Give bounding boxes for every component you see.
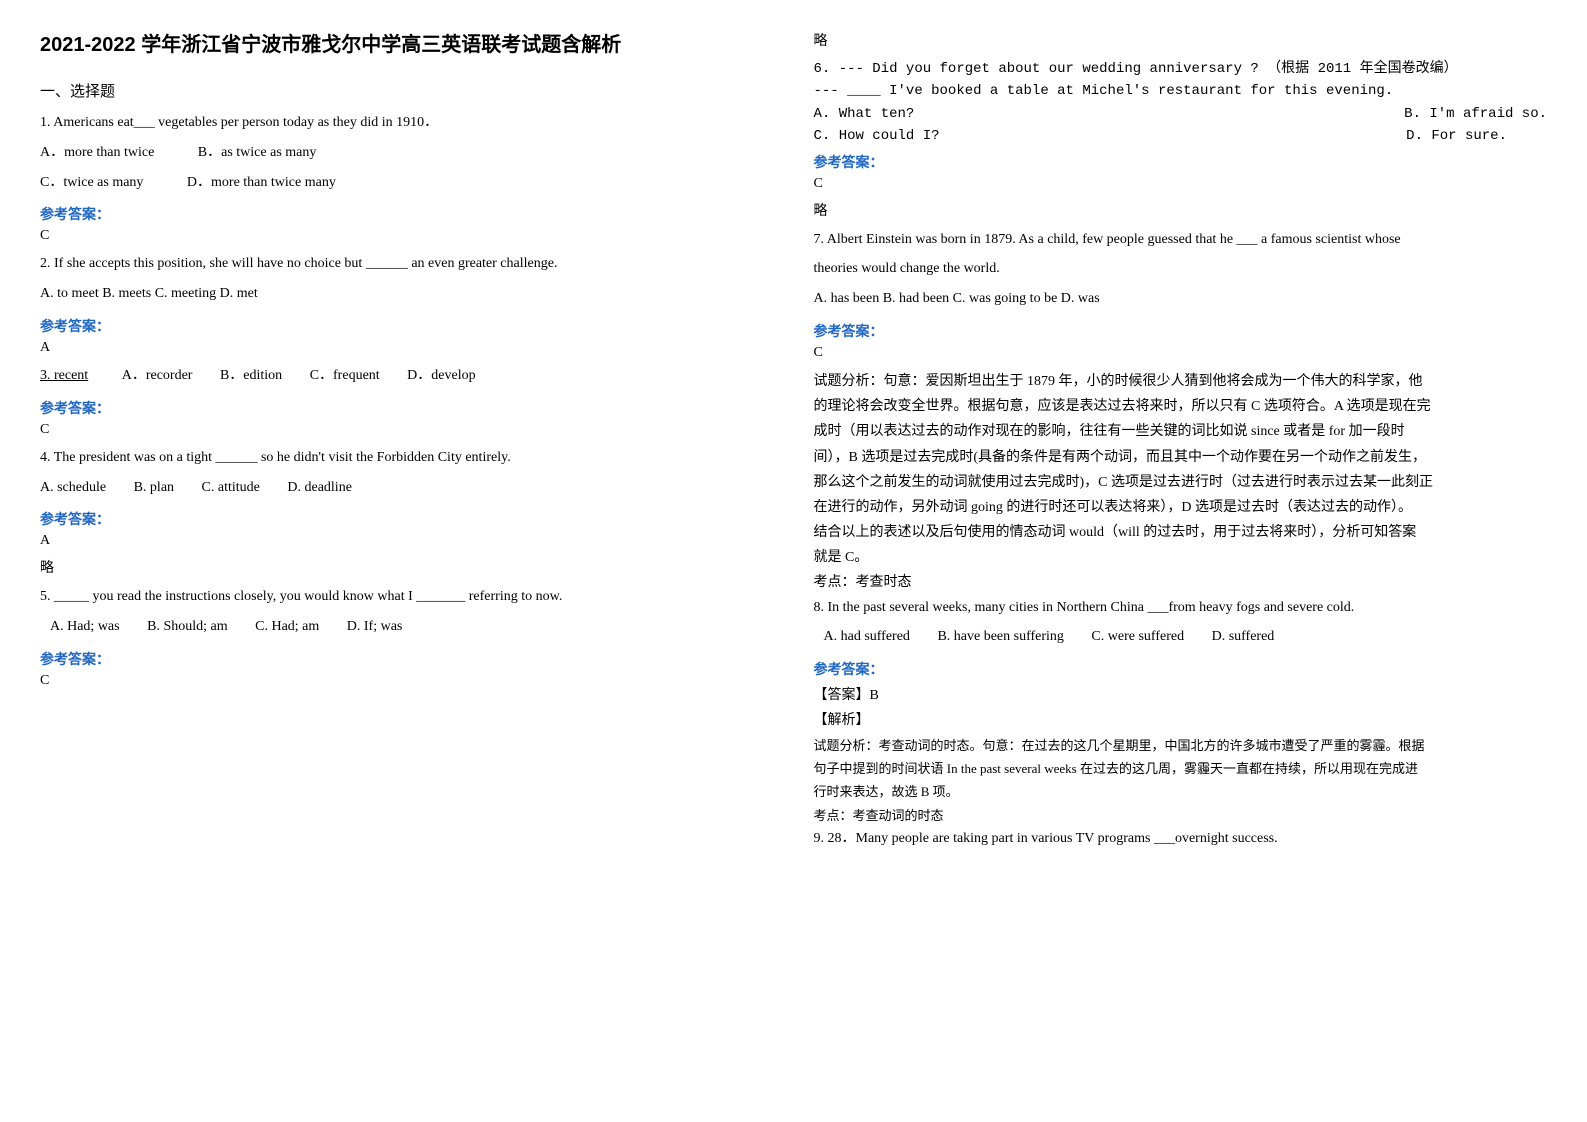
q1-answer-label: 参考答案： [40,204,774,224]
q7-kp: 考点：考查时态 [814,570,1548,595]
q5-opt-c: C. Had; am [255,615,319,639]
q7-exp3: 成时（用以表达过去的动作对现在的影响，往往有一些关键的词比如说 since 或者… [814,419,1548,444]
q7-exp7: 结合以上的表述以及后句使用的情态动词 would（will 的过去时，用于过去将… [814,520,1548,545]
q7-answer-label: 参考答案： [814,321,1548,341]
q3-answer-label: 参考答案： [40,398,774,418]
q5-stem: 5. _____ you read the instructions close… [40,585,774,609]
left-column: 2021-2022 学年浙江省宁波市雅戈尔中学高三英语联考试题含解析 一、选择题… [40,30,774,857]
q6-opts-row1: A. What ten? B. I'm afraid so. [814,103,1548,125]
top-note: 略 [814,30,1548,50]
q5-answer-label: 参考答案： [40,649,774,669]
q6-answer: C [814,176,1548,192]
q1-opts-row2: C．twice as many D．more than twice many [40,171,774,195]
q2-answer-label: 参考答案： [40,316,774,336]
q6-line2: --- ____ I've booked a table at Michel's… [814,80,1548,102]
q1-opts-row1: A．more than twice B．as twice as many [40,141,774,165]
q5-answer: C [40,673,774,689]
q6-opt-b: B. I'm afraid so. [1404,103,1547,125]
q7-exp1: 试题分析：句意：爱因斯坦出生于 1879 年，小的时候很少人猜到他将会成为一个伟… [814,369,1548,394]
q1-opt-c: C．twice as many [40,171,143,195]
q7-opts: A. has been B. had been C. was going to … [814,287,1548,311]
q5-opt-b: B. Should; am [147,615,228,639]
q8-exp2: 句子中提到的时间状语 In the past several weeks 在过去… [814,757,1548,780]
q5-opt-a: A. Had; was [50,615,120,639]
right-column: 略 6. --- Did you forget about our weddin… [814,30,1548,857]
q2-stem: 2. If she accepts this position, she wil… [40,252,774,276]
q3-opt-d: D．develop [407,364,475,388]
q8-exp3: 行时来表达，故选 B 项。 [814,780,1548,803]
q4-opts: A. schedule B. plan C. attitude D. deadl… [40,476,774,500]
q4-note: 略 [40,557,774,577]
q6-opts-row2: C. How could I? D. For sure. [814,125,1548,147]
q3-stem: 3. recent [40,364,88,388]
q9-stem: 9. 28．Many people are taking part in var… [814,827,1548,851]
q6-opt-c: C. How could I? [814,125,940,147]
q1-opt-d: D．more than twice many [187,171,336,195]
q4-stem: 4. The president was on a tight ______ s… [40,446,774,470]
q2-answer: A [40,340,774,356]
q1-opt-a: A．more than twice [40,141,154,165]
q8-opt-b: B. have been suffering [937,625,1063,649]
q4-opt-d: D. deadline [287,476,352,500]
q3-row: 3. recent A．recorder B．edition C．frequen… [40,364,774,388]
q8-opts: A. had suffered B. have been suffering C… [814,625,1548,649]
q6-note: 略 [814,200,1548,220]
q8-ans: 【答案】B [814,683,1548,708]
q7-line1: 7. Albert Einstein was born in 1879. As … [814,228,1548,252]
q7-exp4: 间），B 选项是过去完成时(具备的条件是有两个动词，而且其中一个动作要在另一个动… [814,445,1548,470]
q8-opt-d: D. suffered [1212,625,1275,649]
q6-line1: 6. --- Did you forget about our wedding … [814,58,1548,80]
q4-opt-a: A. schedule [40,476,106,500]
q3-opt-b: B．edition [220,364,282,388]
q4-opt-b: B. plan [134,476,174,500]
q4-answer-label: 参考答案： [40,509,774,529]
q4-opt-c: C. attitude [202,476,260,500]
section-heading: 一、选择题 [40,80,774,101]
q7-answer: C [814,345,1548,361]
q8-line1: 8. In the past several weeks, many citie… [814,596,1548,620]
q5-opts: A. Had; was B. Should; am C. Had; am D. … [40,615,774,639]
q8-answer-label: 参考答案： [814,659,1548,679]
q7-exp6: 在进行的动作，另外动词 going 的进行时还可以表达将来），D 选项是过去时（… [814,495,1548,520]
q8-opt-c: C. were suffered [1091,625,1184,649]
q3-opt-a: A．recorder [122,364,193,388]
q4-answer: A [40,533,774,549]
q6-opt-d: D. For sure. [1406,125,1507,147]
q5-opt-d: D. If; was [347,615,403,639]
q7-exp5: 那么这个之前发生的动词就使用过去完成时)，C 选项是过去进行时（过去进行时表示过… [814,470,1548,495]
q1-stem: 1. Americans eat___ vegetables per perso… [40,111,774,135]
q7-line2: theories would change the world. [814,257,1548,281]
q8-jx: 【解析】 [814,708,1548,733]
q6-answer-label: 参考答案： [814,152,1548,172]
q6-opt-a: A. What ten? [814,103,915,125]
q8-kp: 考点：考查动词的时态 [814,804,1548,827]
q8-exp1: 试题分析：考查动词的时态。句意：在过去的这几个星期里，中国北方的许多城市遭受了严… [814,734,1548,757]
q1-opt-b: B．as twice as many [198,141,317,165]
q3-opt-c: C．frequent [310,364,380,388]
q7-exp8: 就是 C。 [814,545,1548,570]
doc-title: 2021-2022 学年浙江省宁波市雅戈尔中学高三英语联考试题含解析 [40,30,774,60]
q3-answer: C [40,422,774,438]
q8-opt-a: A. had suffered [824,625,910,649]
q1-answer: C [40,228,774,244]
q7-exp2: 的理论将会改变全世界。根据句意，应该是表达过去将来时，所以只有 C 选项符合。A… [814,394,1548,419]
q2-opts: A. to meet B. meets C. meeting D. met [40,282,774,306]
